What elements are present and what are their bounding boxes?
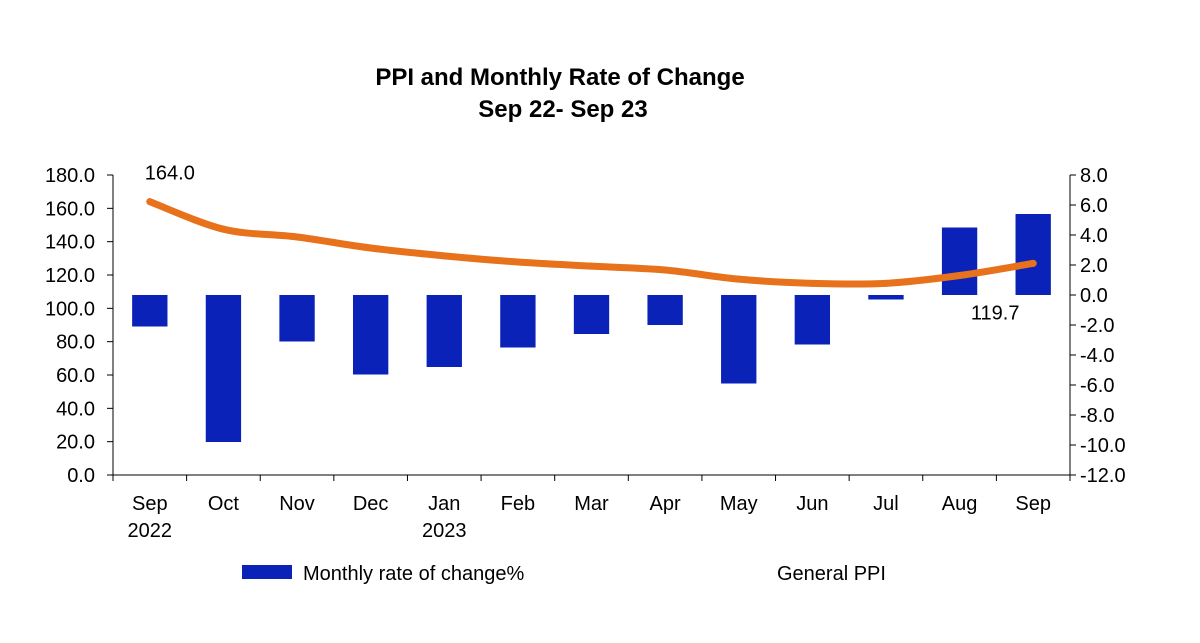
ppi-point-0 bbox=[146, 198, 154, 206]
axes: 0.0 20.0 40.0 60.0 80.0 100.0 120.0 140.0 160.0 1… bbox=[45, 165, 1126, 542]
ppi-point-8 bbox=[735, 275, 743, 283]
bar-0 bbox=[132, 295, 168, 327]
bar-series bbox=[132, 214, 1051, 442]
ppi-point-11 bbox=[956, 272, 964, 279]
x-tick-label: Jul bbox=[873, 493, 899, 515]
x-tick-label: Jun bbox=[796, 493, 828, 515]
left-tick-label: 140.0 bbox=[45, 232, 95, 254]
x-tick-label: Jan bbox=[428, 493, 460, 515]
left-tick-label: 40.0 bbox=[56, 398, 95, 420]
ppi-point-10 bbox=[882, 279, 890, 287]
left-tick-label: 60.0 bbox=[56, 365, 95, 387]
x-tick-label-year: 2023 bbox=[422, 520, 467, 542]
right-tick-label: -10.0 bbox=[1080, 435, 1126, 457]
left-tick-label: 20.0 bbox=[56, 432, 95, 454]
legend-label-bar: Monthly rate of change% bbox=[303, 563, 524, 585]
bar-8 bbox=[721, 295, 757, 384]
right-tick-label: 0.0 bbox=[1080, 285, 1108, 307]
x-tick-label: Sep bbox=[132, 493, 168, 515]
ppi-point-4 bbox=[440, 252, 448, 260]
chart-subtitle: Sep 22- Sep 23 bbox=[478, 96, 647, 123]
right-tick-label: 4.0 bbox=[1080, 225, 1108, 247]
left-tick-label: 180.0 bbox=[45, 165, 95, 187]
x-tick-label: Mar bbox=[574, 493, 609, 515]
ppi-point-1 bbox=[219, 225, 227, 233]
right-tick-label: -4.0 bbox=[1080, 345, 1114, 367]
line-series bbox=[146, 198, 1037, 288]
ppi-point-3 bbox=[367, 244, 375, 252]
ppi-point-5 bbox=[514, 258, 522, 266]
bar-3 bbox=[352, 295, 389, 375]
ppi-point-12 bbox=[1029, 259, 1037, 267]
bar-7 bbox=[647, 295, 683, 325]
x-tick-label: Nov bbox=[279, 493, 315, 515]
right-tick-label: 6.0 bbox=[1080, 195, 1108, 217]
data-label-0: 164.0 bbox=[145, 163, 195, 185]
x-tick-label: May bbox=[720, 493, 758, 515]
x-tick-label: Apr bbox=[650, 493, 681, 515]
x-tick-label: Dec bbox=[353, 493, 389, 515]
bar-10 bbox=[868, 295, 904, 300]
left-tick-label: 160.0 bbox=[45, 198, 95, 220]
bar-5 bbox=[500, 295, 536, 348]
x-tick-label: Oct bbox=[208, 493, 240, 515]
right-tick-label: 2.0 bbox=[1080, 255, 1108, 277]
legend-swatch-bar bbox=[242, 565, 292, 579]
data-labels: 164.0 119.7 bbox=[145, 163, 1020, 325]
chart-title: PPI and Monthly Rate of Change bbox=[375, 64, 744, 91]
bar-6 bbox=[573, 295, 610, 334]
left-tick-label: 120.0 bbox=[45, 265, 95, 287]
legend-label-line: General PPI bbox=[777, 563, 886, 585]
legend: Monthly rate of change% General PPI bbox=[242, 563, 886, 585]
left-tick-label: 80.0 bbox=[56, 332, 95, 354]
right-tick-label: -12.0 bbox=[1080, 465, 1126, 487]
x-tick-label: Feb bbox=[501, 493, 535, 515]
bar-1 bbox=[205, 295, 242, 442]
ppi-point-6 bbox=[588, 262, 595, 270]
bar-2 bbox=[279, 295, 315, 342]
ppi-line bbox=[146, 198, 1037, 288]
bar-9 bbox=[794, 295, 831, 345]
ppi-point-7 bbox=[661, 266, 669, 274]
bar-12 bbox=[1015, 214, 1051, 295]
left-tick-label: 100.0 bbox=[45, 298, 95, 320]
bar-4 bbox=[426, 295, 462, 367]
data-label-1: 119.7 bbox=[971, 303, 1020, 325]
right-tick-label: 8.0 bbox=[1080, 165, 1108, 187]
x-tick-label-year: 2022 bbox=[128, 520, 173, 542]
right-tick-label: -8.0 bbox=[1080, 405, 1114, 427]
ppi-point-9 bbox=[808, 279, 816, 287]
right-tick-label: -2.0 bbox=[1080, 315, 1114, 337]
x-tick-label: Sep bbox=[1015, 493, 1051, 515]
ppi-point-2 bbox=[293, 233, 301, 241]
x-tick-label: Aug bbox=[942, 493, 978, 515]
bar-11 bbox=[941, 227, 978, 295]
right-tick-label: -6.0 bbox=[1080, 375, 1114, 397]
left-tick-label: 0.0 bbox=[67, 465, 95, 487]
